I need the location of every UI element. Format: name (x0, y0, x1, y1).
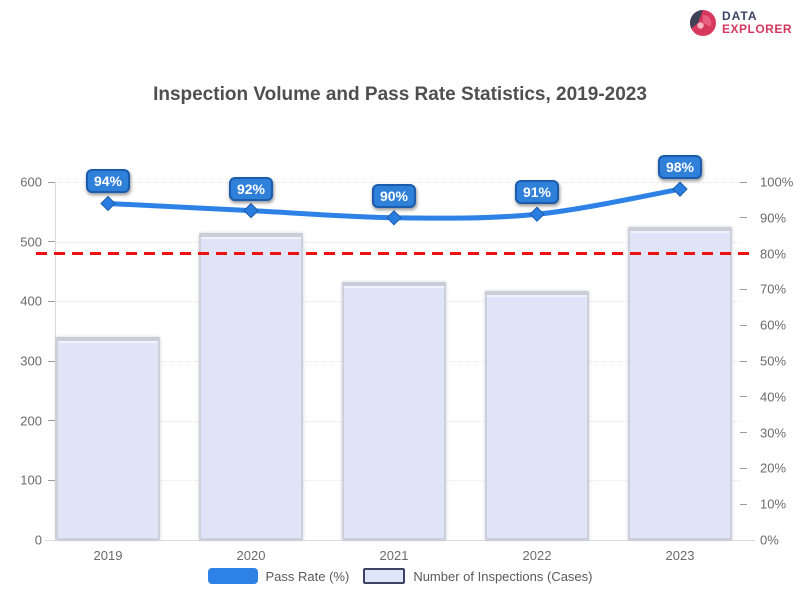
y-axis-tick-label-left: 0 (34, 532, 42, 548)
y-axis-tick-label-right: 20% (760, 460, 787, 476)
y-axis-tick-label-right: 50% (760, 353, 787, 369)
data-point-marker (529, 206, 545, 222)
y-axis-tick-right (740, 432, 747, 434)
y-axis-tick-label-left: 300 (20, 353, 42, 369)
y-axis-tick-label-right: 40% (760, 389, 787, 405)
y-axis-tick-right (740, 181, 747, 183)
y-axis-line (55, 182, 56, 540)
x-axis-tick-label: 2021 (379, 548, 409, 563)
brand-logo-icon (689, 9, 717, 37)
grid-line (55, 241, 740, 243)
y-axis-tick-label-right: 70% (760, 281, 787, 297)
y-axis-tick-right (740, 467, 747, 469)
y-axis-tick-right (740, 503, 747, 505)
y-axis-tick-right (740, 360, 747, 362)
grid-line (55, 182, 740, 183)
brand-name-line2: EXPLORER (721, 22, 792, 36)
bar (199, 232, 303, 540)
brand-logo: DATA EXPLORER (689, 9, 792, 37)
y-axis-tick-right (740, 324, 747, 326)
y-axis-tick-label-left: 400 (20, 293, 42, 309)
data-point-marker (243, 202, 259, 219)
y-axis-tick-left (48, 300, 55, 302)
y-axis-tick-label-right: 60% (760, 317, 787, 333)
legend-item-volume: Number of Inspections (Cases) (363, 568, 593, 584)
y-axis-tick-left (48, 360, 55, 362)
y-axis-tick-left (48, 241, 55, 243)
bar (342, 281, 446, 540)
legend-swatch-pass-rate-icon (207, 568, 258, 584)
x-axis-tick-label: 2019 (93, 548, 123, 563)
data-point-label: 90% (371, 183, 417, 208)
x-axis-tick-label: 2022 (522, 548, 552, 563)
data-point-label: 92% (228, 176, 274, 201)
y-axis-tick-left (48, 479, 55, 481)
brand-name-line1: DATA (721, 9, 758, 24)
bar (56, 337, 160, 540)
y-axis-tick-right (740, 217, 747, 219)
legend-swatch-volume-icon (363, 568, 406, 584)
legend-item-pass-rate: Pass Rate (%) (207, 568, 350, 584)
data-point-marker (100, 195, 116, 212)
legend: Pass Rate (%) Number of Inspections (Cas… (0, 568, 800, 584)
bar (485, 290, 589, 540)
y-axis-tick-label-right: 30% (760, 425, 787, 441)
data-point-marker (672, 181, 688, 197)
data-point-label: 94% (85, 169, 131, 194)
chart-title: Inspection Volume and Pass Rate Statisti… (153, 84, 647, 105)
y-axis-tick-label-left: 600 (20, 174, 42, 190)
y-axis-tick-label-right: 0% (760, 532, 779, 548)
bar (628, 226, 732, 540)
y-axis-tick-label-right: 10% (760, 496, 787, 512)
data-point-marker (386, 210, 402, 226)
y-axis-tick-label-left: 500 (20, 234, 42, 250)
data-point-label: 98% (657, 155, 703, 180)
y-axis-tick-right (740, 288, 747, 290)
y-axis-tick-label-right: 100% (760, 174, 794, 190)
reference-line (36, 252, 752, 256)
data-point-label: 91% (514, 180, 560, 205)
y-axis-tick-left (48, 181, 55, 183)
y-axis-tick-label-right: 90% (760, 210, 787, 226)
x-axis-tick-label: 2020 (236, 548, 266, 563)
x-axis-line (45, 540, 755, 541)
y-axis-tick-label-left: 200 (20, 413, 42, 429)
x-axis-tick-label: 2023 (665, 548, 695, 563)
y-axis-tick-label-right: 80% (760, 246, 787, 262)
y-axis-tick-right (740, 396, 747, 398)
y-axis-tick-left (48, 420, 55, 422)
legend-label-volume: Number of Inspections (Cases) (413, 568, 593, 584)
legend-label-pass-rate: Pass Rate (%) (265, 568, 350, 584)
y-axis-tick-label-left: 100 (20, 472, 42, 488)
